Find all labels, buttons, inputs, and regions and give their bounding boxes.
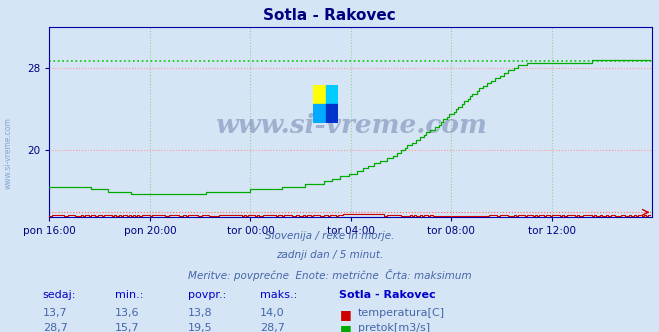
Text: 28,7: 28,7	[43, 323, 68, 332]
Bar	[326, 104, 338, 123]
Text: 19,5: 19,5	[188, 323, 212, 332]
Text: pretok[m3/s]: pretok[m3/s]	[358, 323, 430, 332]
Text: www.si-vreme.com: www.si-vreme.com	[215, 113, 487, 138]
Text: 28,7: 28,7	[260, 323, 285, 332]
Text: zadnji dan / 5 minut.: zadnji dan / 5 minut.	[276, 250, 383, 260]
Text: maks.:: maks.:	[260, 290, 298, 300]
Text: Meritve: povprečne  Enote: metrične  Črta: maksimum: Meritve: povprečne Enote: metrične Črta:…	[188, 269, 471, 281]
Text: 14,0: 14,0	[260, 308, 285, 318]
Bar	[313, 104, 326, 123]
Text: Sotla - Rakovec: Sotla - Rakovec	[263, 8, 396, 23]
Text: min.:: min.:	[115, 290, 144, 300]
Text: Sotla - Rakovec: Sotla - Rakovec	[339, 290, 436, 300]
Text: sedaj:: sedaj:	[43, 290, 76, 300]
Text: 13,7: 13,7	[43, 308, 67, 318]
Text: ■: ■	[339, 308, 351, 321]
Bar	[313, 85, 326, 104]
Text: temperatura[C]: temperatura[C]	[358, 308, 445, 318]
Text: Slovenija / reke in morje.: Slovenija / reke in morje.	[265, 231, 394, 241]
Bar	[326, 85, 338, 104]
Text: www.si-vreme.com: www.si-vreme.com	[4, 117, 13, 189]
Text: 13,8: 13,8	[188, 308, 212, 318]
Text: 15,7: 15,7	[115, 323, 140, 332]
Text: povpr.:: povpr.:	[188, 290, 226, 300]
Text: ■: ■	[339, 323, 351, 332]
Text: 13,6: 13,6	[115, 308, 140, 318]
